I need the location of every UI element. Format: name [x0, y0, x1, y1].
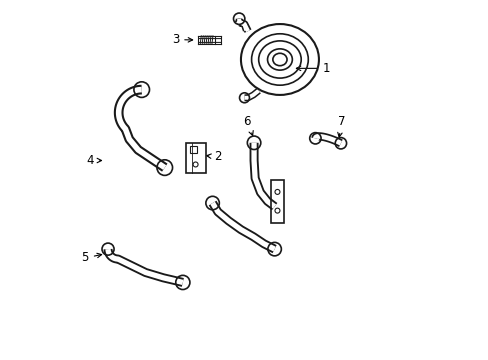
Text: 3: 3: [171, 33, 192, 46]
Bar: [190, 145, 196, 153]
Bar: [270, 180, 284, 222]
Bar: [185, 143, 205, 173]
Text: 7: 7: [337, 115, 345, 137]
Text: 2: 2: [206, 150, 222, 163]
Text: 1: 1: [296, 62, 329, 75]
Text: 6: 6: [243, 114, 253, 135]
Text: 4: 4: [86, 154, 102, 167]
Text: 5: 5: [81, 252, 102, 265]
